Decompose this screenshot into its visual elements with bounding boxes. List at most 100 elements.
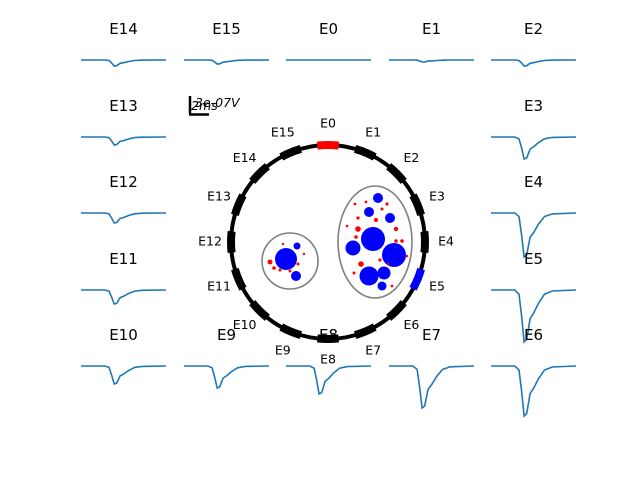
panel-title: E0 (319, 20, 338, 38)
spike-dot (288, 269, 292, 273)
waveform-trace (81, 136, 167, 146)
spike-dot (296, 262, 300, 266)
panel-title: E4 (524, 173, 543, 191)
unit-dot (275, 248, 297, 270)
panel-title: E11 (109, 250, 138, 268)
spike-dot (390, 284, 394, 288)
unit-dot (377, 266, 391, 280)
spike-dot (355, 226, 361, 232)
electrode-label: E2 (403, 150, 419, 165)
spike-dot (267, 259, 273, 265)
unit-dot (377, 281, 387, 291)
electrode-label: E6 (403, 317, 419, 332)
unit-dot (359, 266, 379, 286)
electrode-label: E9 (275, 343, 291, 358)
waveform-trace (81, 59, 167, 67)
electrode-segment (386, 163, 407, 184)
scale-bar-amplitude-label: 3e-07V (195, 95, 241, 110)
cluster-left-outline (261, 232, 319, 290)
electrode-segment (249, 163, 270, 184)
waveform-trace (81, 289, 167, 305)
waveform-trace (286, 365, 372, 396)
waveform-trace (184, 365, 270, 390)
electrode-label: E5 (429, 279, 445, 294)
panel-title: E9 (217, 326, 236, 344)
waveform-trace (491, 289, 577, 344)
electrode-label: E13 (207, 188, 231, 203)
electrode-segment (249, 300, 270, 321)
panel-title: E10 (109, 326, 138, 344)
unit-dot (293, 242, 301, 250)
electrode-label: E11 (207, 279, 231, 294)
unit-dot (291, 271, 301, 281)
waveform-trace (491, 212, 577, 259)
waveform-trace (81, 365, 167, 386)
panel-title: E7 (422, 326, 441, 344)
spike-dot (353, 202, 357, 206)
panel-title: E2 (524, 20, 543, 38)
panel-title: E12 (109, 173, 138, 191)
waveform-trace (491, 365, 577, 418)
electrode-label: E8 (320, 352, 336, 367)
unit-dot (345, 240, 361, 256)
electrode-segment (279, 323, 303, 339)
scale-bar: 3e-07V 2ms (188, 95, 241, 116)
electrode-label: E10 (233, 317, 257, 332)
panel-title: E6 (524, 326, 543, 344)
electrode-label: E3 (429, 188, 445, 203)
electrode-label: E0 (320, 116, 336, 131)
electrode-segment (279, 145, 303, 161)
panel-title: E1 (422, 20, 441, 38)
cluster-left (261, 232, 319, 290)
electrode-segment (231, 267, 247, 291)
spike-dot (385, 202, 389, 206)
electrode-segment (420, 230, 429, 254)
spike-dot (281, 242, 285, 246)
spike-dot (345, 224, 349, 228)
waveform-trace (491, 136, 577, 161)
panel-title: E13 (109, 97, 138, 115)
spike-dot (272, 266, 276, 270)
waveform-trace (491, 59, 577, 67)
electrode-segment (353, 145, 377, 161)
cluster-right (337, 185, 413, 299)
unit-dot (373, 193, 383, 203)
panel-title: E3 (524, 97, 543, 115)
electrode-segment (231, 193, 247, 217)
electrode-segment (409, 193, 425, 217)
spike-dot (378, 258, 382, 262)
electrode-label: E14 (233, 150, 257, 165)
cluster-right-outline (337, 185, 413, 299)
electrode-segment (316, 141, 340, 150)
spike-dot (393, 226, 399, 232)
electrode-segment (386, 300, 407, 321)
spike-dot (358, 261, 364, 267)
spike-dot (400, 239, 404, 243)
unit-dot (382, 243, 406, 267)
electrode-segment (353, 323, 377, 339)
electrode-label: E15 (271, 125, 295, 140)
spike-dot (352, 271, 356, 275)
electrode-segment (227, 230, 236, 254)
electrode-label: E7 (365, 343, 381, 358)
spike-dot (374, 218, 378, 222)
waveform-trace (184, 59, 270, 65)
spike-dot (354, 235, 358, 239)
electrode-label: E4 (438, 234, 454, 249)
unit-dot (385, 213, 395, 223)
spike-dot (302, 252, 306, 256)
unit-dot (361, 227, 385, 251)
spike-dot (356, 216, 360, 220)
spike-dot (278, 268, 282, 272)
electrode-segment (409, 267, 425, 291)
spike-dot (386, 262, 390, 266)
spike-dot (405, 254, 409, 258)
electrode-label: E12 (198, 234, 222, 249)
electrode-segment (316, 334, 340, 343)
waveform-trace (389, 59, 474, 63)
waveform-trace (81, 212, 167, 224)
electrode-label: E1 (365, 125, 381, 140)
spike-dot (364, 200, 368, 204)
